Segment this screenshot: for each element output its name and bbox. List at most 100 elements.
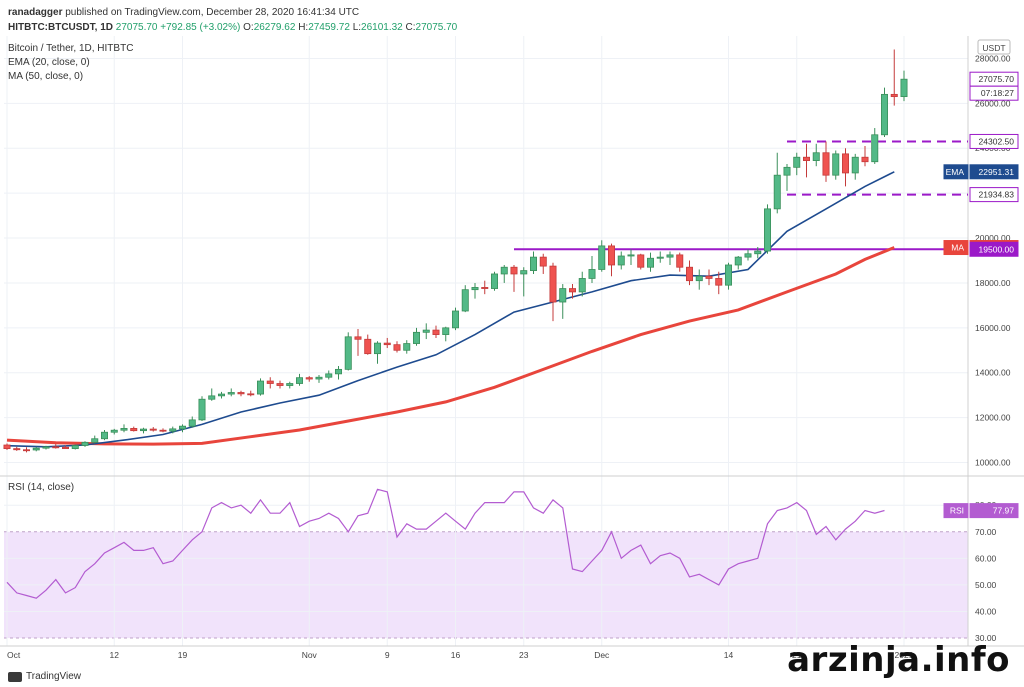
candle-body — [354, 336, 362, 340]
candle-body — [764, 208, 772, 252]
price-tick-label: 18000.00 — [975, 278, 1011, 288]
candle-body — [286, 383, 294, 386]
resistance-tag-text: 24302.50 — [979, 136, 1015, 146]
candle-body — [686, 266, 694, 282]
candle — [588, 256, 596, 283]
candle-body — [530, 256, 538, 271]
legend-ma[interactable]: MA (50, close, 0) — [8, 71, 83, 82]
candle-body — [510, 266, 518, 275]
rsi-tick-label: 70.00 — [975, 527, 997, 537]
candle-body — [881, 93, 889, 136]
candle-body — [754, 250, 762, 255]
candle — [471, 282, 479, 299]
symbol-label: HITBTC:BTCUSDT, 1D — [8, 22, 113, 33]
candle — [188, 416, 196, 428]
high-value: 27459.72 — [308, 22, 350, 33]
candle — [276, 380, 284, 389]
candle — [364, 334, 372, 355]
ema-value-tag-text: 22951.31 — [979, 167, 1015, 177]
candle — [627, 249, 635, 265]
last-price-tag-text: 27075.70 — [979, 74, 1015, 84]
candle — [295, 373, 303, 386]
time-axis[interactable]: Oct 12 19 Nov 9 16 23 Dec 14 21 2021 — [7, 650, 914, 660]
candle — [52, 444, 60, 449]
price-tick-label: 20000.00 — [975, 233, 1011, 243]
tradingview-logo[interactable]: TradingView — [8, 671, 81, 682]
price-chart[interactable]: 10000.00 12000.00 14000.00 16000.00 18000.00… — [0, 36, 1024, 668]
time-tick-label: Dec — [594, 650, 610, 660]
candle-body — [13, 448, 21, 451]
candle — [383, 337, 391, 349]
candle-body — [81, 441, 89, 446]
candle-body — [325, 373, 333, 378]
candle — [256, 378, 264, 396]
support-tag-box — [969, 187, 1019, 203]
candle-body — [822, 152, 830, 176]
candle-body — [217, 393, 225, 397]
candle-body — [598, 245, 606, 270]
candle — [81, 441, 89, 447]
candle-body — [71, 445, 79, 450]
candle-body — [520, 270, 528, 275]
candle-body — [695, 275, 703, 282]
candle — [530, 251, 538, 274]
breakout-tag-text: 19500.00 — [979, 244, 1015, 254]
candle — [744, 249, 752, 261]
candle — [647, 252, 655, 272]
candle — [13, 446, 21, 451]
candle — [149, 427, 157, 432]
candle-body — [832, 153, 840, 176]
candle-body — [139, 428, 147, 432]
ema-label-tag-text: EMA — [946, 167, 965, 177]
breakout-tag-box — [969, 241, 1019, 257]
candle-body — [666, 254, 674, 258]
candle — [539, 253, 547, 274]
candle — [42, 445, 50, 450]
candle-body — [481, 287, 489, 289]
candle — [178, 424, 186, 433]
rsi-line — [6, 488, 885, 599]
candle-body — [373, 342, 381, 355]
author-name[interactable]: ranadagger — [8, 7, 63, 18]
candlesticks — [3, 49, 908, 453]
tradingview-icon — [8, 671, 22, 682]
candle-body — [588, 269, 596, 279]
candle-body — [861, 156, 869, 163]
candle — [432, 325, 440, 338]
candle-body — [237, 392, 245, 395]
candle — [500, 264, 508, 283]
candle-body — [549, 265, 557, 303]
candle-body — [188, 419, 196, 427]
price-tags: 27075.70 07:18:27 24302.50 22951.31 EMA 21934… — [943, 71, 1019, 519]
candle-body — [569, 288, 577, 293]
candle — [686, 260, 694, 286]
candle-body — [490, 273, 498, 289]
candle — [217, 391, 225, 399]
close-value: 27075.70 — [415, 22, 458, 33]
candle — [666, 251, 674, 265]
candle-body — [539, 256, 547, 267]
candle — [608, 243, 616, 277]
candle-body — [110, 429, 118, 433]
candle — [334, 366, 342, 380]
rsi-value-tag-box — [969, 503, 1019, 519]
currency-badge[interactable]: USDT — [977, 39, 1011, 55]
price-change: +792.85 (+3.02%) — [160, 22, 241, 33]
legend-rsi[interactable]: RSI (14, close) — [8, 482, 74, 493]
price-tick-label: 10000.00 — [975, 458, 1011, 468]
price-tick-label: 16000.00 — [975, 323, 1011, 333]
legend-ema[interactable]: EMA (20, close, 0) — [8, 57, 90, 68]
candle-body — [295, 377, 303, 384]
candle — [725, 262, 733, 290]
rsi-tick-label: 30.00 — [975, 633, 997, 643]
candle — [578, 271, 586, 297]
candle — [773, 152, 781, 214]
candle — [22, 447, 30, 453]
candle-body — [871, 134, 879, 163]
candle-body — [149, 428, 157, 431]
candle — [461, 285, 469, 313]
candle-body — [461, 289, 469, 312]
candle — [3, 443, 11, 450]
candle — [549, 262, 557, 322]
candle-body — [608, 245, 616, 266]
